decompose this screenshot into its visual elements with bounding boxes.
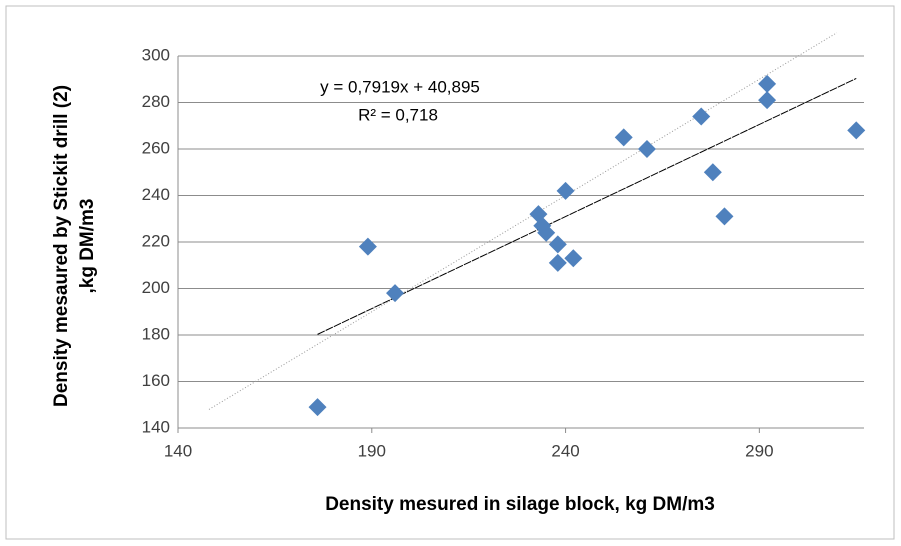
point bbox=[537, 223, 556, 242]
y-tick-label: 180 bbox=[142, 324, 170, 343]
y-axis-title: ,kg DM/m3 bbox=[77, 198, 98, 293]
x-axis-title: Density mesured in silage block, kg DM/m… bbox=[325, 494, 715, 515]
x-tick-label: 240 bbox=[551, 441, 579, 460]
y-axis-title: Density mesaured by Stickit drill (2) bbox=[51, 85, 72, 407]
point bbox=[308, 398, 327, 417]
point bbox=[703, 163, 722, 182]
y-tick-label: 280 bbox=[142, 92, 170, 111]
point bbox=[548, 235, 567, 254]
y-tick-label: 240 bbox=[142, 185, 170, 204]
y-tick-label: 140 bbox=[142, 417, 170, 436]
point bbox=[556, 181, 575, 200]
y-tick-label: 160 bbox=[142, 371, 170, 390]
trendline bbox=[317, 77, 857, 335]
point bbox=[692, 107, 711, 126]
point bbox=[758, 74, 777, 93]
point bbox=[847, 121, 866, 140]
point bbox=[758, 91, 777, 110]
point bbox=[386, 284, 405, 303]
point bbox=[715, 207, 734, 226]
x-tick-label: 140 bbox=[164, 441, 192, 460]
y-tick-label: 200 bbox=[142, 278, 170, 297]
x-tick-label: 190 bbox=[358, 441, 386, 460]
trendline-equation: y = 0,7919x + 40,895 bbox=[320, 77, 480, 96]
point bbox=[637, 140, 656, 158]
point bbox=[358, 237, 377, 256]
reference-line bbox=[208, 32, 838, 410]
y-tick-label: 260 bbox=[142, 138, 170, 157]
r-squared: R² = 0,718 bbox=[358, 105, 438, 124]
y-tick-label: 220 bbox=[142, 231, 170, 250]
chart-frame bbox=[5, 5, 895, 540]
point bbox=[564, 249, 583, 268]
point bbox=[548, 253, 567, 272]
point bbox=[614, 128, 633, 147]
x-tick-label: 290 bbox=[745, 441, 773, 460]
y-tick-label: 300 bbox=[142, 45, 170, 64]
